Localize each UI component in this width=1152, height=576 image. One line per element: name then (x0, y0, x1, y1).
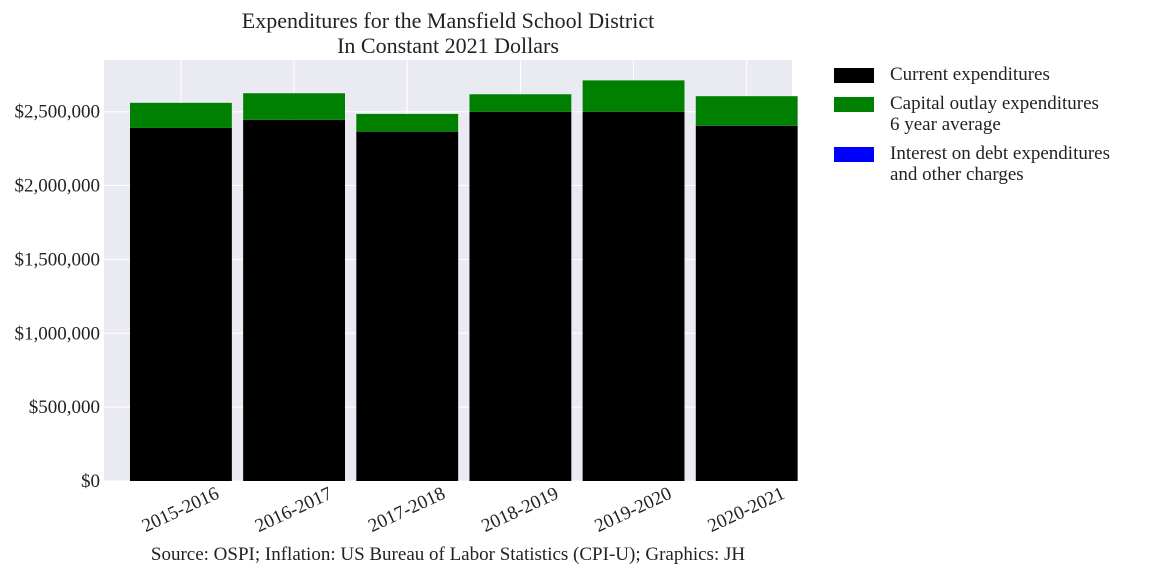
x-tick-label: 2016-2017 (252, 483, 335, 537)
x-tick-label: 2017-2018 (365, 483, 448, 537)
legend-swatch (834, 97, 874, 112)
x-tick-label: 2018-2019 (478, 483, 561, 537)
bar-segment (130, 102, 232, 128)
bar-segment (130, 127, 232, 482)
bar-segment (469, 111, 572, 481)
source-note: Source: OSPI; Inflation: US Bureau of La… (150, 544, 746, 565)
bar-segment (469, 94, 572, 112)
bar-segment (356, 131, 459, 481)
bar-segment (695, 125, 798, 482)
x-tick-label: 2015-2016 (139, 483, 222, 537)
y-tick-label: $500,000 (29, 397, 100, 418)
chart-title: Expenditures for the Mansfield School Di… (100, 8, 796, 58)
bar-segment (582, 80, 685, 112)
x-tick-label: 2019-2020 (591, 483, 674, 537)
legend-item: Interest on debt expenditures and other … (834, 143, 1110, 185)
y-tick-label: $1,500,000 (15, 249, 101, 270)
legend-label: Capital outlay expenditures 6 year avera… (890, 93, 1099, 135)
legend-label: Current expenditures (890, 64, 1050, 85)
bar-segment (695, 96, 798, 126)
legend-item: Current expenditures (834, 64, 1110, 85)
legend-label: Interest on debt expenditures and other … (890, 143, 1111, 185)
legend-swatch (834, 147, 874, 162)
bar-segment (243, 93, 345, 120)
y-tick-label: $2,000,000 (15, 176, 101, 197)
legend-swatch (834, 68, 874, 83)
bar-segment (243, 119, 345, 481)
x-axis-ticks: 2015-2016 2016-2017 2017-2018 2018-2019 2019… (139, 483, 788, 537)
y-axis-ticks: $0 $500,000 $1,000,000 $1,500,000 $2,000,000… (15, 102, 101, 492)
y-tick-label: $2,500,000 (15, 102, 101, 123)
bars (130, 80, 798, 482)
legend-item: Capital outlay expenditures 6 year avera… (834, 93, 1110, 135)
chart-title-line1: Expenditures for the Mansfield School Di… (241, 8, 655, 33)
legend: Current expenditures Capital outlay expen… (834, 64, 1110, 193)
bar-segment (582, 111, 685, 481)
y-tick-label: $1,000,000 (15, 323, 101, 344)
chart-subtitle: In Constant 2021 Dollars (337, 33, 559, 58)
x-tick-label: 2020-2021 (705, 483, 788, 537)
bar-segment (356, 113, 459, 132)
y-tick-label: $0 (81, 471, 100, 492)
